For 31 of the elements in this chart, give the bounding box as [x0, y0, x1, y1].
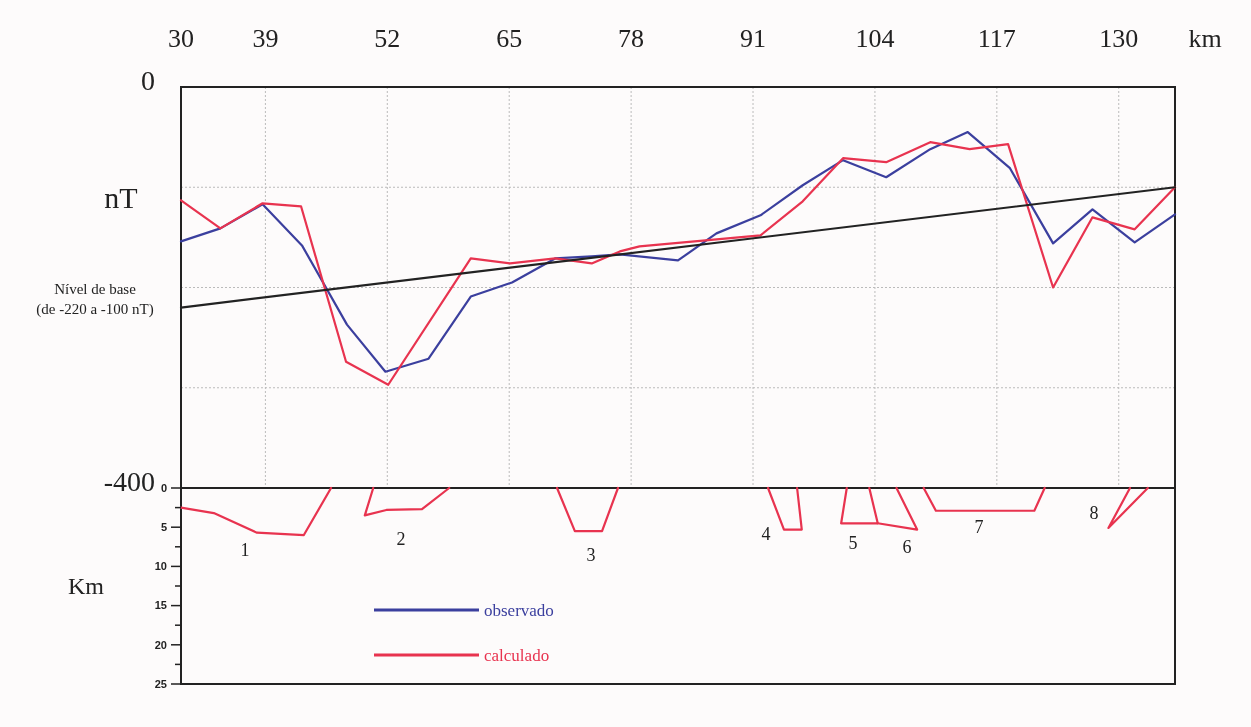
- x-tick-label: 130: [1099, 24, 1139, 53]
- y-tick-label: 0: [160, 481, 167, 494]
- annotation: 3: [586, 545, 596, 566]
- annotation: 2: [396, 529, 406, 550]
- y-axis-title: nT: [104, 180, 138, 214]
- x-tick-label: 78: [618, 24, 645, 53]
- annotation: 8: [1089, 503, 1099, 524]
- x-tick-label: 30: [168, 24, 194, 53]
- y-tick-label: 10: [154, 560, 167, 573]
- x-tick-label: 65: [496, 24, 523, 53]
- y-tick-label: -400: [103, 465, 155, 497]
- annotation: 1: [240, 540, 250, 561]
- y-tick-label: 20: [154, 638, 167, 651]
- annotation: 5: [848, 533, 858, 554]
- y-tick-label: 25: [154, 677, 167, 690]
- x-tick-label: 117: [977, 24, 1016, 53]
- y-tick-label: 5: [160, 521, 167, 534]
- annotation: Nível de base (de -220 a -100 nT): [36, 280, 154, 318]
- x-tick-label: 39: [252, 24, 279, 53]
- y-tick-label: 0: [141, 64, 155, 96]
- annotation: 4: [761, 524, 771, 545]
- text: calculado: [484, 645, 550, 665]
- text: observado: [484, 600, 554, 620]
- x-tick-label: 91: [740, 24, 767, 53]
- annotation: 7: [974, 517, 984, 538]
- x-tick-label: 104: [855, 24, 895, 53]
- y-tick-label: 15: [154, 599, 167, 612]
- x-tick-label: 52: [374, 24, 401, 53]
- x-axis-title: km: [1188, 24, 1222, 53]
- annotation: 6: [902, 537, 912, 558]
- y-axis-title: Km: [68, 573, 105, 600]
